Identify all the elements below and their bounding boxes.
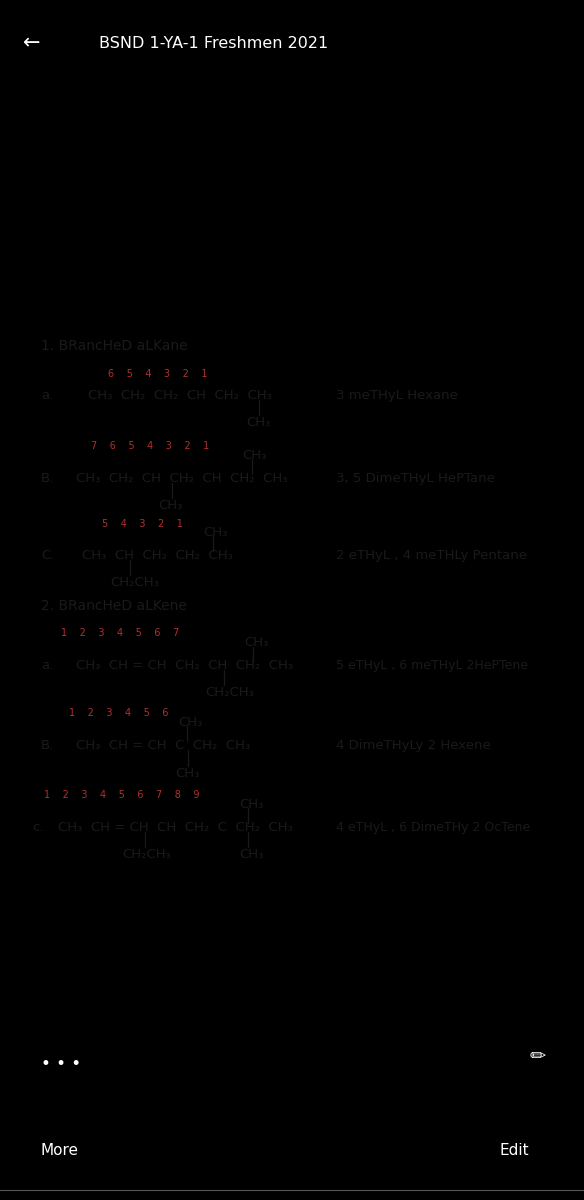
Text: CH₃  CH = CH  C  CH₂  CH₃: CH₃ CH = CH C CH₂ CH₃ [76, 739, 250, 752]
Text: CH₃: CH₃ [242, 449, 267, 462]
Text: B.: B. [41, 472, 54, 485]
Text: 2 eTHyL , 4 meTHLy Pentane: 2 eTHyL , 4 meTHLy Pentane [336, 548, 527, 562]
Text: B.: B. [41, 739, 54, 752]
Text: ←: ← [23, 34, 41, 53]
Text: 1    2    3    4    5    6    7: 1 2 3 4 5 6 7 [61, 628, 179, 637]
Text: 5 eTHyL , 6 meTHyL 2HePTene: 5 eTHyL , 6 meTHyL 2HePTene [336, 659, 528, 672]
Text: 4 eTHyL , 6 DimeTHy 2 OcTene: 4 eTHyL , 6 DimeTHy 2 OcTene [336, 821, 530, 834]
Text: BSND 1-YA-1 Freshmen 2021: BSND 1-YA-1 Freshmen 2021 [99, 36, 329, 50]
Text: CH₃: CH₃ [239, 798, 264, 811]
Text: 1    2    3    4    5    6: 1 2 3 4 5 6 [69, 708, 168, 719]
Text: 1    2    3    4    5    6    7    8    9: 1 2 3 4 5 6 7 8 9 [44, 791, 199, 800]
Text: CH₃  CH₂  CH₂  CH  CH₂  CH₃: CH₃ CH₂ CH₂ CH CH₂ CH₃ [88, 389, 272, 402]
Text: Edit: Edit [499, 1144, 529, 1158]
Text: 1. BRancHeD aLKane: 1. BRancHeD aLKane [41, 340, 187, 353]
Text: CH₂CH₃: CH₂CH₃ [123, 848, 172, 860]
Text: 4 DimeTHyLy 2 Hexene: 4 DimeTHyLy 2 Hexene [336, 739, 491, 752]
Text: CH₃  CH  CH₂  CH₂  CH₃: CH₃ CH CH₂ CH₂ CH₃ [82, 548, 232, 562]
Text: 3 meTHyL Hexane: 3 meTHyL Hexane [336, 389, 458, 402]
Text: CH₃: CH₃ [244, 636, 269, 649]
Text: 7    6    5    4    3    2    1: 7 6 5 4 3 2 1 [91, 442, 208, 451]
Text: CH₃  CH = CH  CH  CH₂  C  CH₂  CH₃: CH₃ CH = CH CH CH₂ C CH₂ CH₃ [58, 821, 293, 834]
Text: 2. BRancHeD aLKene: 2. BRancHeD aLKene [41, 599, 187, 613]
Text: 6    5    4    3    2    1: 6 5 4 3 2 1 [108, 370, 207, 379]
Text: 3, 5 DimeTHyL HePTane: 3, 5 DimeTHyL HePTane [336, 472, 495, 485]
Text: a.: a. [41, 389, 53, 402]
Text: CH₃: CH₃ [203, 526, 228, 539]
Text: CH₃  CH = CH  CH₂  CH  CH₂  CH₃: CH₃ CH = CH CH₂ CH CH₂ CH₃ [76, 659, 293, 672]
Text: • • •: • • • [41, 1055, 81, 1073]
Text: CH₃: CH₃ [175, 767, 200, 780]
Text: CH₃: CH₃ [178, 715, 203, 728]
Text: a.: a. [41, 659, 53, 672]
Text: CH₂CH₃: CH₂CH₃ [110, 576, 159, 589]
Text: CH₃: CH₃ [239, 848, 264, 860]
Text: 5    4    3    2    1: 5 4 3 2 1 [102, 518, 183, 529]
Text: CH₃: CH₃ [158, 499, 183, 512]
Text: c.: c. [32, 821, 44, 834]
Text: C.: C. [41, 548, 54, 562]
Text: ✏: ✏ [529, 1048, 545, 1066]
Text: CH₃: CH₃ [246, 416, 271, 430]
Text: More: More [41, 1144, 79, 1158]
Text: CH₂CH₃: CH₂CH₃ [206, 686, 255, 700]
Text: CH₃  CH₂  CH  CH₂  CH  CH₂  CH₃: CH₃ CH₂ CH CH₂ CH CH₂ CH₃ [76, 472, 287, 485]
